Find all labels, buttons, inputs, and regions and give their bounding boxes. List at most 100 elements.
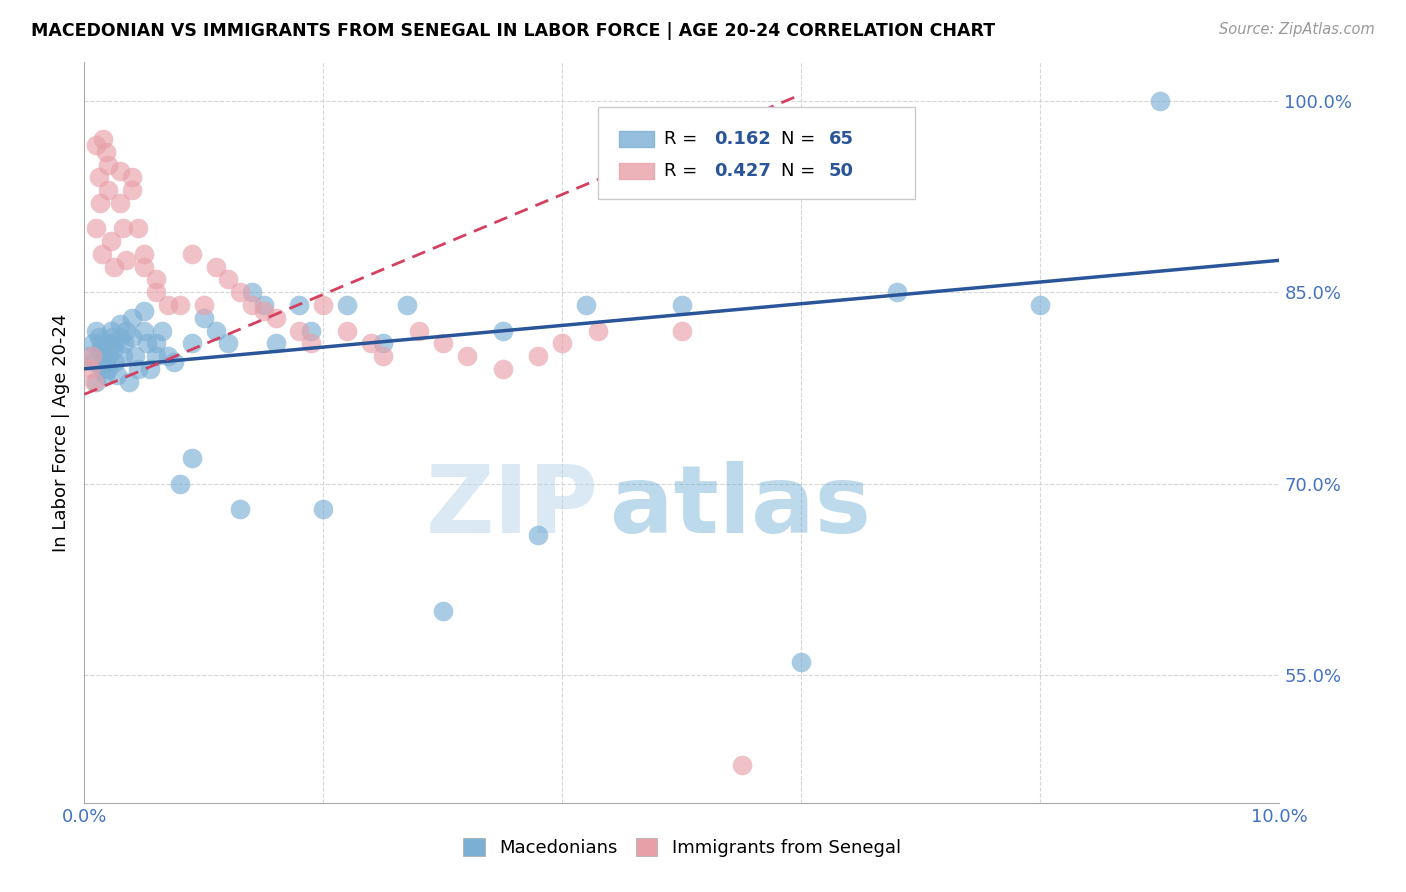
- Point: [301, 324, 323, 338]
- Point: [124, 349, 146, 363]
- Point: [91, 247, 114, 261]
- Point: [94, 355, 117, 369]
- Point: [253, 298, 276, 312]
- Point: [588, 324, 610, 338]
- Point: [86, 375, 108, 389]
- Point: [169, 298, 191, 312]
- Point: [104, 355, 127, 369]
- Point: [101, 330, 124, 344]
- Point: [336, 324, 359, 338]
- Point: [336, 298, 359, 312]
- Point: [193, 310, 215, 325]
- Text: ZIP: ZIP: [426, 460, 599, 553]
- Point: [240, 298, 263, 312]
- Point: [264, 310, 287, 325]
- Point: [110, 317, 132, 331]
- Point: [93, 368, 115, 383]
- Point: [89, 195, 111, 210]
- Point: [97, 157, 120, 171]
- Point: [312, 502, 335, 516]
- Point: [86, 138, 108, 153]
- Point: [217, 336, 239, 351]
- Point: [671, 298, 693, 312]
- Point: [288, 324, 311, 338]
- Point: [112, 336, 135, 351]
- Point: [145, 272, 167, 286]
- Point: [157, 349, 180, 363]
- Point: [127, 221, 149, 235]
- Point: [103, 336, 125, 351]
- Point: [731, 757, 754, 772]
- Text: 0.427: 0.427: [714, 162, 770, 180]
- Point: [100, 324, 122, 338]
- Point: [373, 336, 395, 351]
- Legend: Macedonians, Immigrants from Senegal: Macedonians, Immigrants from Senegal: [456, 830, 908, 864]
- Point: [93, 349, 115, 363]
- FancyBboxPatch shape: [619, 163, 654, 179]
- Text: R =: R =: [664, 162, 703, 180]
- Point: [492, 361, 515, 376]
- Point: [79, 349, 101, 363]
- Point: [181, 451, 204, 466]
- Point: [1029, 298, 1052, 312]
- Point: [86, 324, 108, 338]
- Point: [83, 355, 105, 369]
- Point: [527, 527, 550, 541]
- Point: [80, 349, 103, 363]
- FancyBboxPatch shape: [619, 130, 654, 147]
- Point: [205, 324, 228, 338]
- Point: [150, 324, 173, 338]
- Point: [115, 324, 138, 338]
- Point: [105, 368, 128, 383]
- Point: [456, 349, 478, 363]
- Point: [117, 375, 139, 389]
- Point: [135, 336, 157, 351]
- Point: [97, 349, 120, 363]
- Point: [132, 247, 156, 261]
- Text: 0.162: 0.162: [714, 129, 770, 148]
- Text: MACEDONIAN VS IMMIGRANTS FROM SENEGAL IN LABOR FORCE | AGE 20-24 CORRELATION CHA: MACEDONIAN VS IMMIGRANTS FROM SENEGAL IN…: [31, 22, 995, 40]
- Point: [145, 285, 167, 300]
- Point: [132, 260, 156, 274]
- Point: [492, 324, 515, 338]
- Point: [121, 170, 143, 185]
- Point: [115, 253, 138, 268]
- Point: [101, 343, 124, 357]
- Point: [94, 145, 117, 159]
- Point: [100, 234, 122, 248]
- Point: [432, 336, 454, 351]
- Point: [790, 656, 813, 670]
- Point: [432, 604, 454, 618]
- Point: [111, 221, 134, 235]
- Point: [132, 304, 156, 318]
- Point: [103, 260, 125, 274]
- Point: [97, 361, 120, 376]
- Point: [228, 285, 252, 300]
- Point: [139, 361, 162, 376]
- Text: N =: N =: [782, 162, 821, 180]
- Point: [79, 361, 101, 376]
- Point: [110, 195, 132, 210]
- Point: [240, 285, 263, 300]
- Point: [89, 343, 111, 357]
- Point: [181, 247, 204, 261]
- Point: [264, 336, 287, 351]
- Text: R =: R =: [664, 129, 703, 148]
- Point: [97, 336, 120, 351]
- Point: [121, 183, 143, 197]
- Point: [181, 336, 204, 351]
- Point: [1149, 94, 1171, 108]
- Point: [312, 298, 335, 312]
- Point: [301, 336, 323, 351]
- Point: [97, 183, 120, 197]
- Point: [551, 336, 574, 351]
- Point: [217, 272, 239, 286]
- Point: [373, 349, 395, 363]
- Point: [169, 476, 191, 491]
- Y-axis label: In Labor Force | Age 20-24: In Labor Force | Age 20-24: [52, 313, 70, 552]
- Point: [111, 349, 134, 363]
- Point: [360, 336, 382, 351]
- Point: [110, 330, 132, 344]
- Point: [575, 298, 598, 312]
- Point: [396, 298, 419, 312]
